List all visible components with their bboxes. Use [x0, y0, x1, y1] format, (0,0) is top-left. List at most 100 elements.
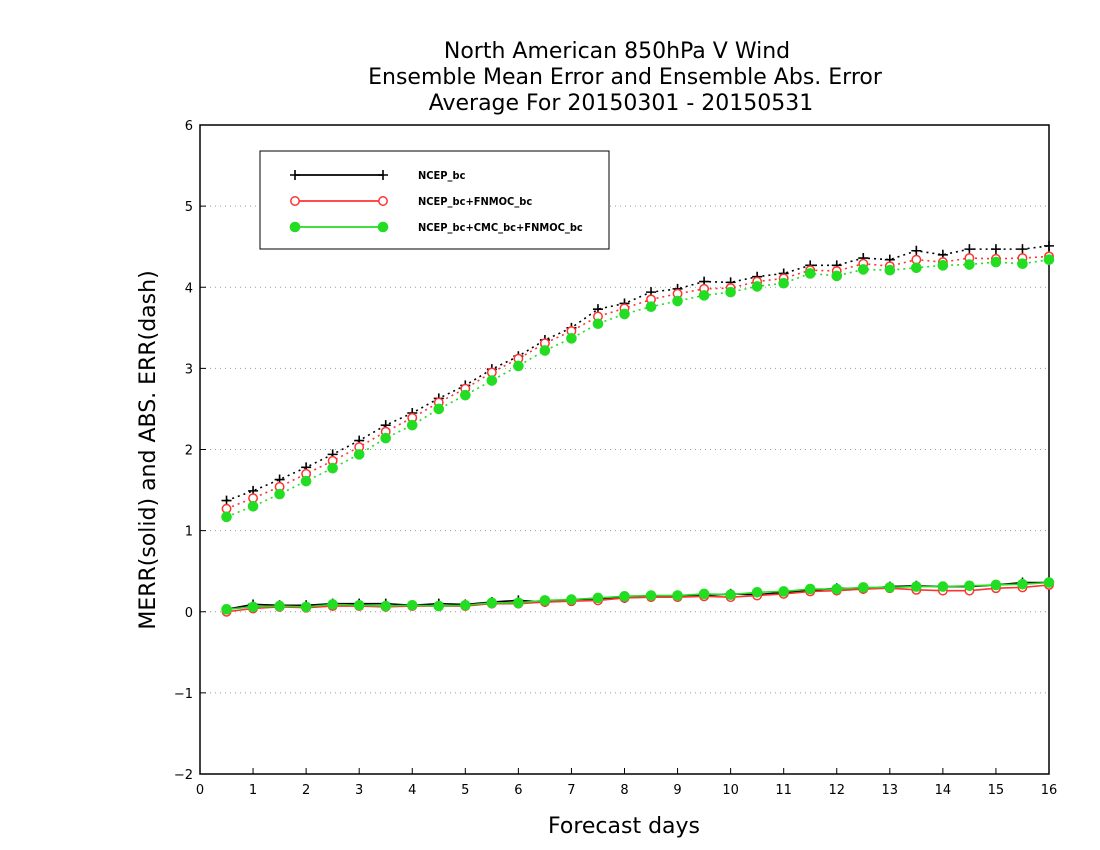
data-point — [274, 488, 285, 500]
data-point — [539, 595, 551, 606]
data-point — [433, 403, 445, 415]
title-line-3: Average For 20150301 - 20150531 — [429, 91, 814, 116]
data-point — [1044, 240, 1054, 251]
data-point — [290, 196, 300, 206]
chart-title: North American 850hPa V Wind Ensemble Me… — [368, 39, 883, 116]
data-point — [566, 594, 577, 605]
data-point — [221, 604, 232, 615]
data-point — [778, 586, 789, 597]
data-point — [937, 260, 949, 271]
x-tick-label: 2 — [302, 783, 310, 798]
abs-error-line — [226, 258, 1050, 518]
y-tick-label: 1 — [185, 525, 193, 540]
abs-error-line — [226, 245, 1050, 502]
data-point — [751, 281, 763, 292]
data-point — [990, 256, 1002, 268]
x-tick-label: 16 — [1041, 783, 1058, 798]
data-point — [327, 462, 338, 474]
data-point — [725, 286, 736, 298]
data-point — [1017, 258, 1028, 270]
x-tick-label: 13 — [882, 783, 899, 798]
legend-box — [259, 150, 610, 250]
data-point — [566, 333, 577, 344]
data-point — [1043, 577, 1055, 588]
x-tick-label: 10 — [722, 783, 739, 798]
data-point — [964, 244, 975, 255]
x-axis-title: Forecast days — [548, 814, 700, 839]
y-tick-label: 4 — [185, 281, 193, 296]
data-point — [1043, 254, 1055, 265]
legend: NCEP_bc NCEP_bc+FNMOC_bc NCEP_bc+CMC_bc+FN… — [259, 150, 610, 250]
data-point — [378, 170, 388, 180]
data-point — [964, 580, 975, 592]
data-point — [289, 221, 301, 233]
data-point — [378, 196, 388, 206]
x-tick-label: 4 — [408, 783, 416, 798]
data-point — [513, 360, 524, 372]
y-tick-label: 2 — [185, 444, 193, 459]
data-point — [1017, 244, 1028, 255]
data-point — [406, 419, 418, 431]
data-point — [460, 389, 471, 401]
title-line-2: Ensemble Mean Error and Ensemble Abs. Er… — [368, 65, 883, 90]
data-point — [592, 318, 604, 330]
x-tick-label: 7 — [567, 783, 575, 798]
mean-error-line — [226, 581, 1050, 611]
data-point — [645, 590, 657, 601]
data-point — [406, 599, 418, 611]
x-tick-label: 11 — [775, 783, 792, 798]
data-point — [1017, 578, 1028, 590]
data-point — [804, 268, 816, 279]
data-point — [460, 599, 471, 611]
x-tick-label: 6 — [514, 783, 522, 798]
y-tick-label: −1 — [174, 687, 193, 702]
data-point — [300, 475, 312, 487]
gridlines — [200, 205, 1049, 694]
x-tick-label: 1 — [249, 783, 257, 798]
y-tick-label: 0 — [185, 606, 193, 621]
data-point — [486, 597, 498, 609]
data-point — [884, 582, 896, 593]
markers-NCEP_bc+FNMOC_bc — [221, 251, 1054, 617]
data-point — [911, 581, 922, 592]
legend-label: NCEP_bc+FNMOC_bc — [418, 195, 532, 208]
data-point — [290, 170, 300, 180]
data-point — [619, 591, 630, 602]
data-point — [831, 270, 843, 282]
x-tick-label: 12 — [828, 783, 845, 798]
x-tick-label: 14 — [935, 783, 952, 798]
data-point — [831, 583, 843, 595]
data-point — [990, 579, 1002, 591]
data-point — [486, 375, 498, 386]
data-point — [247, 500, 259, 512]
y-tick-label: −2 — [174, 768, 193, 783]
legend-label: NCEP_bc — [418, 169, 466, 182]
data-point — [672, 590, 683, 601]
data-point — [804, 583, 816, 595]
markers-NCEP_bc+CMC_bc+FNMOC_bc — [221, 254, 1055, 615]
data-point — [327, 599, 338, 610]
y-axis-title: MERR(solid) and ABS. ERR(dash) — [136, 270, 161, 629]
y-tick-label: 6 — [185, 119, 193, 134]
legend-item: NCEP_bc+CMC_bc+FNMOC_bc — [289, 221, 583, 234]
data-point — [353, 599, 365, 611]
data-point — [592, 592, 604, 604]
y-tick-label: 5 — [185, 200, 193, 215]
data-point — [645, 301, 657, 313]
legend-item: NCEP_bc — [290, 169, 466, 182]
data-point — [353, 449, 365, 460]
data-point — [672, 295, 683, 307]
data-point — [911, 245, 922, 256]
data-point — [778, 277, 789, 289]
data-point — [698, 290, 710, 301]
data-point — [619, 308, 630, 320]
x-tick-label: 5 — [461, 783, 469, 798]
abs-error-line — [226, 255, 1050, 510]
data-point — [380, 600, 392, 612]
data-point — [911, 262, 922, 274]
x-tick-label: 8 — [620, 783, 628, 798]
title-line-1: North American 850hPa V Wind — [444, 39, 790, 64]
data-point — [937, 581, 949, 592]
